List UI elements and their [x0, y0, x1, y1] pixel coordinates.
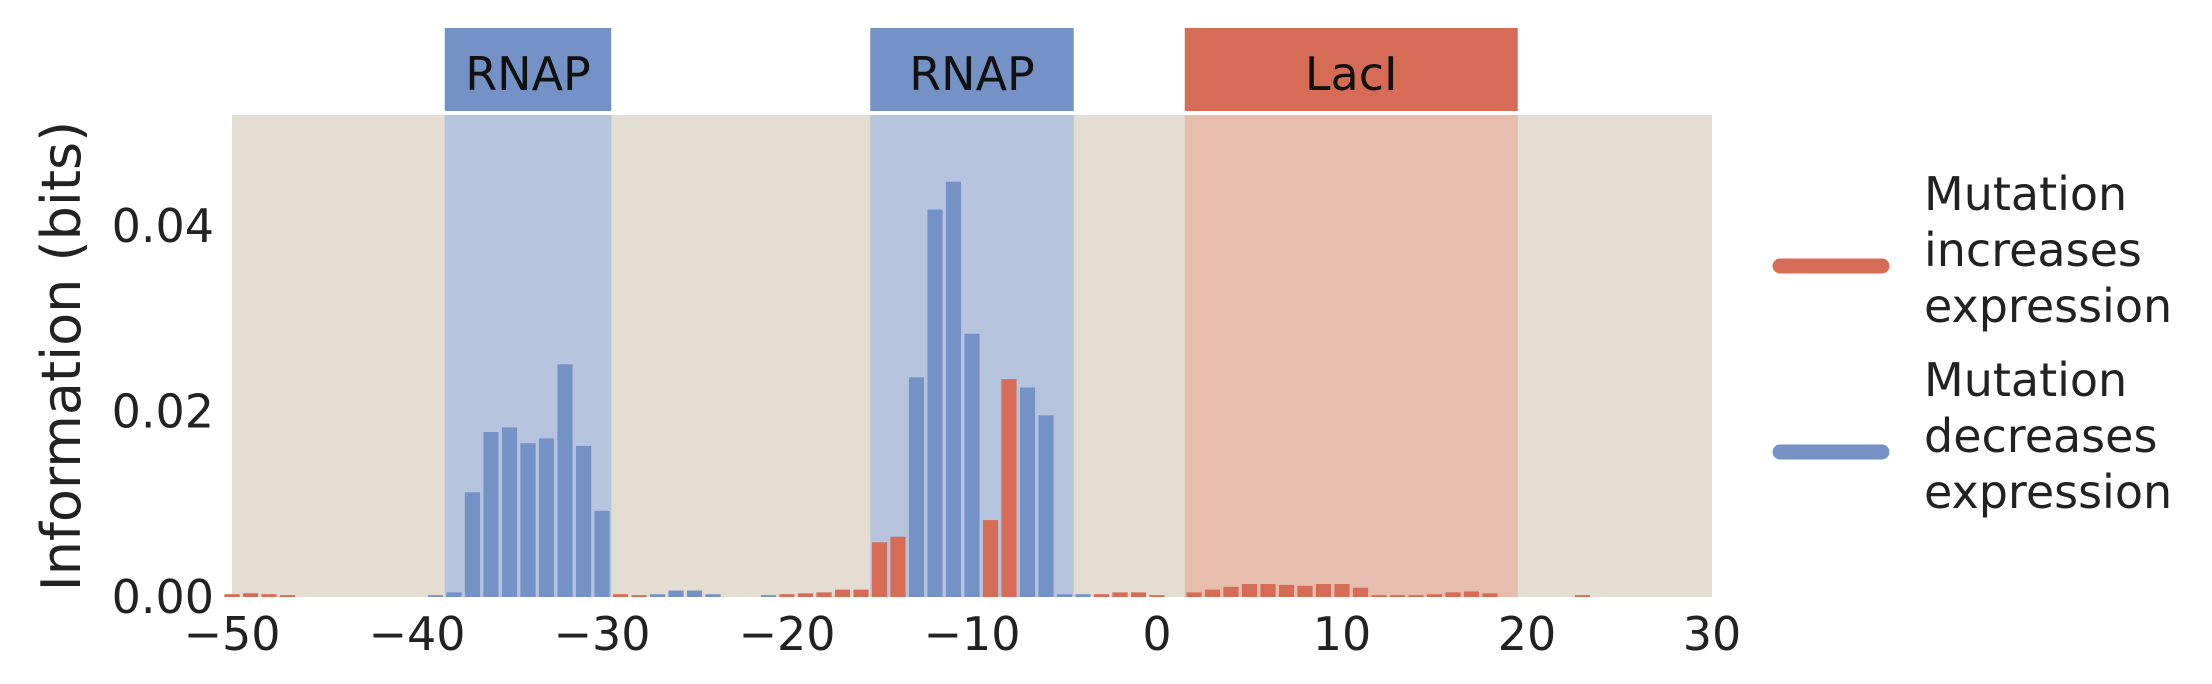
x-tick-label-7: 20	[1498, 607, 1557, 661]
bar-36	[1056, 594, 1073, 597]
bar-51	[1352, 587, 1369, 597]
bars-layer	[224, 181, 1591, 598]
region-box-laci-2	[1184, 28, 1518, 111]
bar-30	[945, 181, 962, 597]
bar-12	[575, 445, 592, 597]
bar-34	[1019, 387, 1036, 597]
bar-44	[1223, 586, 1239, 597]
region-shading-layer	[444, 115, 1518, 597]
bar-46	[1260, 584, 1276, 597]
region-labels-layer: RNAP RNAP LacI	[444, 28, 1518, 111]
bar-38	[1093, 594, 1110, 597]
x-axis-ticks: −50 −40 −30 −20 −10 0 10 20 30	[183, 607, 1741, 661]
bar-19	[705, 594, 721, 597]
bar-17	[668, 590, 684, 597]
bar-1	[242, 593, 259, 597]
bar-39	[1112, 592, 1128, 597]
bar-20	[760, 595, 777, 597]
region-shade-laci-2	[1184, 115, 1518, 597]
legend-label-1-2: expression	[1924, 465, 2172, 519]
bar-35	[1038, 415, 1054, 597]
bar-28	[908, 377, 925, 597]
y-tick-label-2: 0.04	[112, 199, 214, 253]
bar-16	[649, 594, 666, 597]
x-tick-label-8: 30	[1683, 607, 1742, 661]
bar-18	[686, 590, 703, 597]
y-tick-label-1: 0.02	[112, 385, 214, 439]
region-label-laci-2: LacI	[1305, 47, 1398, 101]
bar-49	[1315, 584, 1332, 597]
bar-8	[501, 427, 518, 597]
region-label-rnap-0: RNAP	[465, 47, 591, 101]
bar-40	[1130, 592, 1147, 597]
bar-7	[483, 432, 499, 597]
bar-53	[1389, 595, 1406, 597]
bar-59	[1574, 595, 1591, 597]
bar-58	[1482, 593, 1498, 597]
region-label-rnap-1: RNAP	[909, 47, 1035, 101]
bar-21	[779, 594, 795, 597]
bar-56	[1445, 592, 1461, 597]
x-tick-label-2: −30	[553, 607, 650, 661]
x-tick-label-1: −40	[368, 607, 465, 661]
bar-42	[1186, 592, 1202, 597]
bar-9	[520, 443, 536, 597]
legend-label-1-1: decreases	[1924, 409, 2157, 463]
legend: MutationincreasesexpressionMutationdecre…	[1772, 167, 2172, 519]
bar-6	[464, 492, 481, 597]
bar-2	[261, 594, 277, 597]
bar-27	[890, 536, 906, 597]
x-tick-label-4: −10	[923, 607, 1020, 661]
bar-37	[1075, 594, 1091, 597]
bar-23	[816, 592, 832, 597]
y-axis-ticks: 0.00 0.02 0.04	[112, 199, 214, 624]
bar-41	[1149, 595, 1165, 597]
bar-22	[797, 593, 814, 597]
bar-50	[1334, 584, 1350, 597]
bar-4	[427, 595, 444, 597]
bar-15	[631, 595, 647, 597]
bar-26	[871, 542, 888, 597]
bar-29	[927, 209, 943, 598]
y-axis-label: Information (bits)	[30, 121, 93, 591]
bar-33	[1001, 379, 1017, 597]
legend-label-0-1: increases	[1924, 223, 2142, 277]
bar-57	[1463, 591, 1480, 597]
bar-0	[224, 594, 240, 597]
bar-31	[964, 333, 980, 597]
legend-label-1-0: Mutation	[1924, 353, 2127, 407]
bar-47	[1278, 584, 1295, 597]
bar-43	[1204, 589, 1221, 597]
x-tick-label-3: −20	[738, 607, 835, 661]
region-box-rnap-1	[870, 28, 1074, 111]
bar-11	[557, 364, 573, 597]
bar-5	[446, 592, 462, 597]
bar-48	[1297, 585, 1313, 597]
legend-label-0-2: expression	[1924, 279, 2172, 333]
bar-3	[279, 595, 296, 597]
bar-54	[1408, 595, 1424, 597]
region-box-rnap-0	[444, 28, 612, 111]
x-tick-label-5: 0	[1142, 607, 1171, 661]
bar-32	[982, 520, 999, 597]
bar-45	[1241, 584, 1258, 597]
bar-24	[834, 589, 851, 597]
bar-14	[612, 594, 629, 597]
y-tick-label-0: 0.00	[112, 570, 214, 624]
bar-52	[1371, 595, 1387, 597]
bar-13	[594, 510, 610, 597]
legend-label-0-0: Mutation	[1924, 167, 2127, 221]
bar-10	[538, 438, 555, 597]
x-tick-label-6: 10	[1313, 607, 1372, 661]
bar-55	[1426, 594, 1443, 597]
x-tick-label-0: −50	[183, 607, 280, 661]
bar-25	[853, 589, 869, 597]
